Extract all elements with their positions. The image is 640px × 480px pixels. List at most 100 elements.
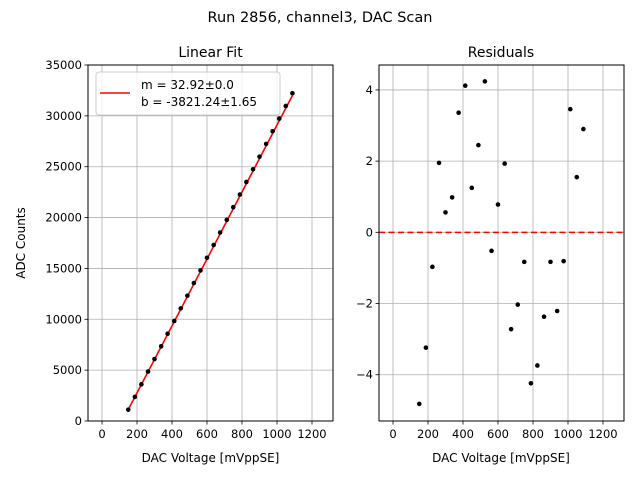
x-tick-label: 800: [231, 427, 253, 441]
data-point: [250, 166, 256, 172]
data-point: [171, 318, 177, 324]
linear-fit-x-label: DAC Voltage [mVppSE]: [142, 451, 280, 465]
data-point: [185, 293, 190, 298]
residual-point: [456, 110, 461, 116]
residuals-panel: Residuals 0 200 400 600 800 1000 1200 −4−2024 …: [356, 45, 625, 465]
x-tick-label: 1000: [262, 427, 291, 441]
residual-point: [535, 363, 540, 368]
x-tick-label: 1000: [553, 427, 582, 441]
x-tick-label: 800: [522, 427, 544, 441]
data-point: [237, 192, 243, 197]
data-point: [178, 306, 184, 311]
data-point: [198, 268, 203, 273]
residual-point: [495, 202, 501, 207]
residual-point: [502, 161, 507, 166]
y-tick-label: 10000: [45, 312, 82, 326]
x-tick-label: 600: [487, 427, 509, 441]
residual-point: [515, 302, 521, 307]
legend-entry-intercept: b = -3821.24±1.65: [141, 95, 257, 109]
data-point: [139, 382, 144, 387]
residual-point: [528, 380, 534, 386]
residual-point: [436, 160, 442, 166]
x-tick-label: 0: [389, 427, 396, 441]
residual-point: [574, 174, 580, 180]
linear-fit-y-ticks: 0 5000 10000 15000 20000 25000 30000 35000: [45, 58, 88, 428]
y-tick-label: 5000: [53, 363, 82, 377]
y-tick-label: 20000: [45, 211, 82, 225]
data-point: [224, 217, 230, 223]
data-point: [257, 154, 262, 159]
y-tick-label: 35000: [45, 58, 82, 72]
residual-point: [476, 142, 481, 148]
data-point: [290, 90, 295, 96]
residual-point: [443, 210, 448, 215]
data-point: [217, 230, 223, 235]
residual-point: [581, 126, 586, 132]
y-tick-label: 0: [366, 225, 373, 239]
residual-point: [554, 308, 560, 314]
y-tick-label: −4: [356, 368, 373, 382]
figure-title: Run 2856, channel3, DAC Scan: [208, 10, 433, 26]
y-tick-label: −2: [356, 297, 373, 311]
data-point: [125, 407, 131, 412]
x-tick-label: 600: [196, 427, 218, 441]
linear-fit-title: Linear Fit: [178, 45, 243, 61]
residuals-x-ticks: 0 200 400 600 800 1000 1200: [389, 421, 618, 441]
data-point: [211, 242, 216, 248]
residual-point: [561, 258, 566, 264]
residual-point: [482, 79, 488, 84]
linear-fit-grid: [88, 64, 333, 422]
data-point: [263, 141, 269, 147]
y-tick-label: 4: [366, 83, 373, 97]
data-point: [283, 103, 289, 109]
data-point: [204, 255, 210, 261]
legend-box: [95, 71, 281, 116]
residual-point: [449, 195, 455, 200]
x-tick-label: 400: [161, 427, 183, 441]
residuals-x-label: DAC Voltage [mVppSE]: [432, 451, 570, 465]
residual-point: [416, 401, 422, 407]
legend-entry-slope: m = 32.92±0.0: [141, 78, 234, 92]
residuals-axes-frame: [378, 64, 625, 422]
x-tick-label: 200: [417, 427, 439, 441]
y-tick-label: 2: [366, 154, 373, 168]
residual-point: [521, 259, 527, 265]
data-point: [270, 128, 275, 134]
data-point: [165, 331, 170, 336]
linear-fit-panel: Linear Fit 0 200 400 600 800 1000 1200 0 5000 10…: [14, 45, 334, 465]
residual-point: [508, 326, 514, 332]
linear-fit-x-ticks: 0 200 400 600 800 1000 1200: [98, 421, 327, 441]
residuals-grid: [379, 65, 624, 421]
linear-fit-axes-frame: [87, 64, 334, 422]
data-point: [244, 179, 249, 185]
residuals-title: Residuals: [468, 45, 534, 61]
residual-point: [430, 264, 435, 270]
data-point: [152, 356, 157, 362]
residual-point: [469, 185, 475, 191]
residuals-points: [416, 79, 586, 407]
y-tick-label: 30000: [45, 109, 82, 123]
x-tick-label: 200: [126, 427, 148, 441]
data-point: [230, 204, 236, 210]
linear-fit-legend: m = 32.92±0.0 b = -3821.24±1.65: [95, 71, 281, 116]
data-point: [276, 116, 282, 121]
data-point: [132, 394, 138, 400]
data-point: [145, 369, 151, 374]
residual-point: [462, 83, 468, 88]
residual-point: [541, 314, 547, 319]
y-tick-label: 25000: [45, 160, 82, 174]
residual-point: [567, 106, 573, 112]
residuals-y-ticks: −4 −2 0 2 4: [356, 83, 379, 382]
x-tick-label: 1200: [588, 427, 617, 441]
residual-point: [489, 248, 494, 254]
x-tick-label: 0: [98, 427, 105, 441]
data-point: [158, 344, 164, 349]
y-tick-label: 0: [75, 414, 82, 428]
y-tick-label: 15000: [45, 261, 82, 275]
linear-fit-y-label: ADC Counts: [14, 207, 28, 279]
residual-point: [548, 259, 553, 265]
x-tick-label: 1200: [297, 427, 326, 441]
linear-fit-points: [125, 90, 295, 412]
x-tick-label: 400: [452, 427, 474, 441]
